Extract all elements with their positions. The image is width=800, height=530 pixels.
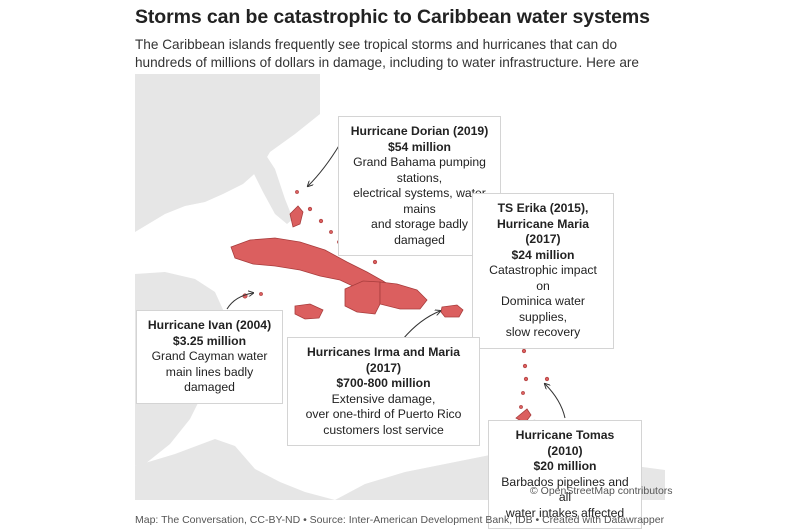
arrow-irma <box>402 311 440 340</box>
callout-irma-desc-2: over one-third of Puerto Rico <box>305 407 462 421</box>
callout-dorian-desc-1: Grand Bahama pumping stations, <box>353 155 486 185</box>
callout-tomas-cost: $20 million <box>533 459 597 473</box>
callout-ivan-desc-1: Grand Cayman water <box>151 349 268 363</box>
callout-ivan-title: Hurricane Ivan (2004) <box>147 318 272 332</box>
chart-title: Storms can be catastrophic to Caribbean … <box>135 6 650 28</box>
callout-erika-title: TS Erika (2015), <box>497 201 589 215</box>
callout-tomas: Hurricane Tomas (2010) $20 million Barba… <box>488 420 642 529</box>
callout-irma-desc-3: customers lost service <box>323 422 444 437</box>
callout-irma: Hurricanes Irma and Maria (2017) $700-80… <box>287 337 480 446</box>
north-america-land <box>135 74 320 232</box>
callout-tomas-desc-2: water intakes affected <box>505 505 625 520</box>
callout-erika-desc-2: Dominica water supplies, <box>501 294 585 324</box>
callout-tomas-desc-1: Barbados pipelines and all <box>501 474 629 505</box>
callout-dorian-title: Hurricane Dorian (2019) <box>350 124 489 138</box>
arrow-dorian <box>308 143 341 186</box>
affected-islands <box>230 205 532 424</box>
callout-irma-title: Hurricanes Irma and Maria (2017) <box>306 345 461 375</box>
callout-dorian-desc-3: and storage badly damaged <box>371 217 468 247</box>
island-puerto-rico <box>440 304 464 318</box>
map-attribution: © OpenStreetMap contributors <box>530 485 673 497</box>
callout-ivan-desc-2: main lines badly damaged <box>165 364 254 395</box>
callout-dorian-cost: $54 million <box>388 139 451 154</box>
callout-irma-desc-1: Extensive damage, <box>331 391 436 406</box>
callout-ivan: Hurricane Ivan (2004) $3.25 million Gran… <box>136 310 283 404</box>
central-america-land <box>135 439 335 500</box>
island-hispaniola-east <box>379 281 428 310</box>
callout-dorian-desc-2: electrical systems, water mains <box>353 186 486 216</box>
island-jamaica <box>294 303 324 320</box>
island-cayman-small <box>259 292 263 296</box>
callout-irma-cost: $700-800 million <box>336 376 431 390</box>
callout-erika-desc-3: slow recovery <box>505 325 581 339</box>
callout-ivan-cost: $3.25 million <box>172 333 247 348</box>
footer-source: Map: The Conversation, CC-BY-ND • Source… <box>135 514 665 526</box>
island-hispaniola-west <box>344 280 381 315</box>
island-grand-bahama <box>289 205 304 228</box>
callout-erika-desc-1: Catastrophic impact on <box>489 263 597 293</box>
arrow-ivan <box>226 293 253 310</box>
callout-tomas-title: Hurricane Tomas (2010) <box>515 428 615 458</box>
florida-peninsula <box>243 144 293 224</box>
callout-erika-cost: $24 million <box>511 247 575 262</box>
callout-erika: TS Erika (2015), Hurricane Maria (2017) … <box>472 193 614 349</box>
arrow-tomas <box>545 384 566 419</box>
callout-erika-title-2: Hurricane Maria (2017) <box>496 216 590 247</box>
